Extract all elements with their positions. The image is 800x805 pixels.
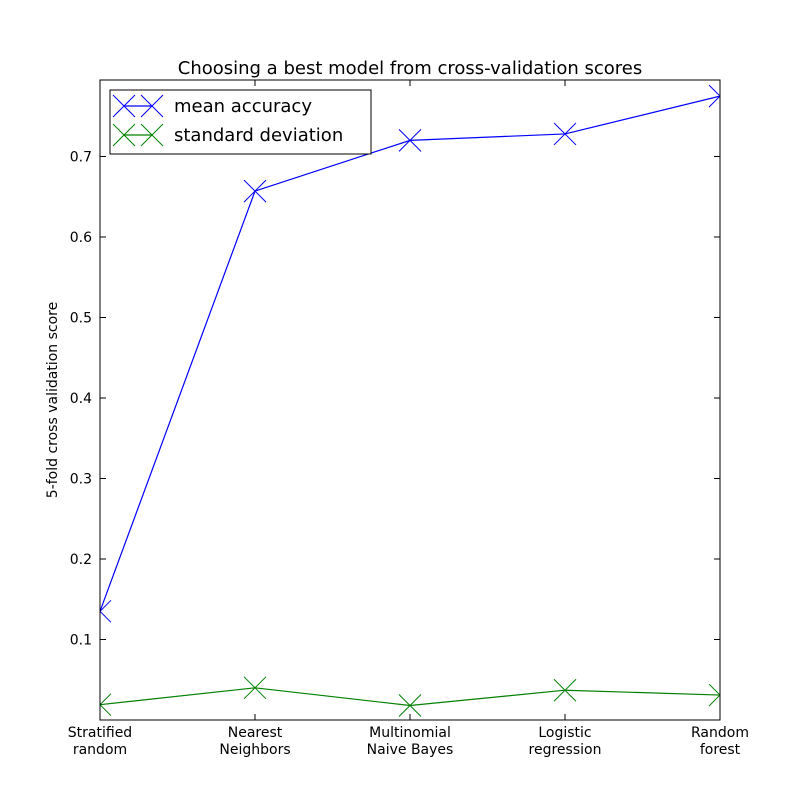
legend-label: standard deviation — [174, 125, 343, 146]
series-line — [100, 95, 720, 612]
axes-frame — [99, 79, 721, 721]
legend-label: mean accuracy — [174, 96, 312, 117]
legend: mean accuracy standard deviation — [109, 89, 372, 155]
data-point-marker — [243, 179, 267, 203]
x-tick-label: Random forest — [691, 725, 749, 758]
y-tick-label: 0.4 — [70, 391, 92, 407]
y-tick-label: 0.7 — [70, 149, 92, 165]
y-tick-label: 0.2 — [70, 552, 92, 568]
y-tick-label: 0.5 — [70, 310, 92, 326]
data-point-marker — [553, 122, 577, 146]
legend-marker — [112, 94, 136, 118]
legend-box — [109, 89, 372, 155]
data-point-marker — [553, 678, 577, 702]
data-point-marker — [398, 129, 422, 152]
chart-title: Choosing a best model from cross-validat… — [178, 58, 643, 79]
y-axis-label: 5-fold cross validation score — [45, 302, 61, 498]
legend-marker — [112, 123, 136, 147]
data-point-marker — [100, 599, 112, 623]
data-point-marker — [398, 694, 422, 717]
y-tick-label: 0.6 — [70, 230, 92, 246]
data-point-marker — [100, 693, 112, 717]
legend-marker — [140, 123, 164, 147]
plot-area — [100, 84, 720, 717]
x-tick-label: Multinomial Naive Bayes — [367, 725, 454, 758]
x-tick-label: Logistic regression — [529, 725, 602, 758]
series-line — [100, 687, 720, 707]
y-tick-label: 0.1 — [70, 632, 92, 648]
data-point-marker — [708, 683, 720, 707]
data-point-marker — [708, 84, 720, 108]
x-tick-label: Stratified random — [68, 725, 132, 758]
data-point-marker — [243, 676, 267, 700]
x-tick-label: Nearest Neighbors — [219, 725, 290, 758]
legend-marker — [140, 94, 164, 118]
y-tick-label: 0.3 — [70, 471, 92, 487]
